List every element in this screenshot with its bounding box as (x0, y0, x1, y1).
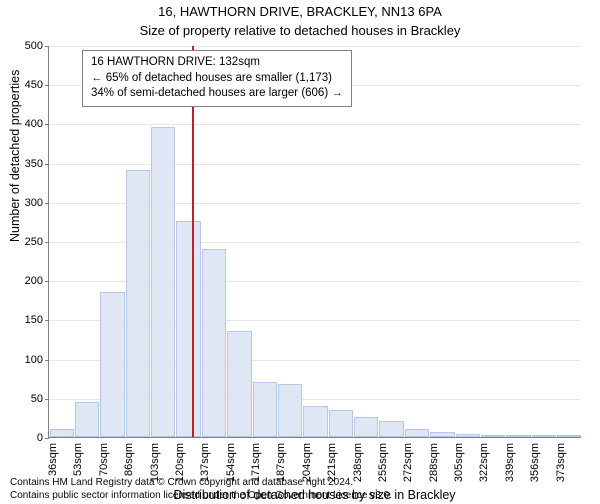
y-tick-label: 500 (25, 40, 49, 52)
histogram-bar (481, 435, 505, 437)
histogram-bar (430, 432, 454, 437)
histogram-bar (50, 429, 74, 437)
license-text: Contains HM Land Registry data © Crown c… (10, 477, 392, 502)
y-tick-label: 150 (25, 314, 49, 326)
y-tick-label: 200 (25, 275, 49, 287)
histogram-bar (354, 417, 378, 437)
histogram-bar (176, 221, 200, 437)
y-tick-label: 300 (25, 197, 49, 209)
histogram-bar (126, 170, 150, 437)
histogram-bar (75, 402, 99, 437)
histogram-bar (100, 292, 124, 437)
histogram-bar (227, 331, 251, 437)
histogram-bar (202, 249, 226, 437)
annotation-line: 16 HAWTHORN DRIVE: 132sqm (91, 55, 343, 71)
x-tick-label: 305sqm (453, 443, 465, 482)
histogram-bar (532, 435, 556, 437)
annotation-box: 16 HAWTHORN DRIVE: 132sqm ← 65% of detac… (82, 50, 352, 107)
histogram-bar (379, 421, 403, 437)
x-tick-label: 70sqm (98, 443, 110, 476)
plot-area: 05010015020025030035040045050036sqm53sqm… (48, 46, 581, 438)
x-tick-label: 288sqm (428, 443, 440, 482)
gridline (49, 124, 581, 125)
gridline (49, 46, 581, 47)
x-tick-label: 53sqm (72, 443, 84, 476)
x-tick-label: 272sqm (402, 443, 414, 482)
gridline (49, 164, 581, 165)
page-subtitle: Size of property relative to detached ho… (0, 23, 600, 38)
x-tick-label: 373sqm (555, 443, 567, 482)
page-title: 16, HAWTHORN DRIVE, BRACKLEY, NN13 6PA (0, 4, 600, 21)
y-tick-label: 350 (25, 158, 49, 170)
x-tick-label: 36sqm (47, 443, 59, 476)
histogram-bar (253, 382, 277, 437)
histogram-bar (506, 435, 530, 437)
license-line: Contains public sector information licen… (10, 490, 392, 503)
histogram-bar (405, 429, 429, 437)
license-line: Contains HM Land Registry data © Crown c… (10, 477, 392, 490)
x-tick-label: 339sqm (504, 443, 516, 482)
annotation-line: ← 65% of detached houses are smaller (1,… (91, 71, 343, 87)
y-axis-label: Number of detached properties (8, 70, 22, 242)
histogram-bar (151, 127, 175, 437)
x-tick-label: 322sqm (478, 443, 490, 482)
annotation-line: 34% of semi-detached houses are larger (… (91, 86, 343, 102)
y-tick-label: 450 (25, 79, 49, 91)
histogram-bar (557, 435, 581, 437)
y-tick-label: 250 (25, 236, 49, 248)
histogram-bar (303, 406, 327, 437)
histogram-bar (456, 434, 480, 437)
x-tick-label: 86sqm (123, 443, 135, 476)
x-tick-label: 356sqm (529, 443, 541, 482)
histogram-bar (329, 410, 353, 437)
y-tick-label: 400 (25, 118, 49, 130)
y-tick-label: 100 (25, 354, 49, 366)
y-tick-label: 50 (31, 393, 49, 405)
histogram-bar (278, 384, 302, 437)
